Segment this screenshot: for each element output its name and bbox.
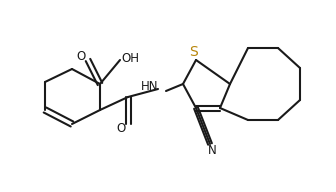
Text: OH: OH	[121, 52, 139, 65]
Text: O: O	[116, 122, 126, 136]
Text: O: O	[76, 50, 86, 63]
Text: HN: HN	[141, 80, 159, 94]
Text: N: N	[208, 145, 216, 157]
Text: S: S	[190, 45, 198, 59]
